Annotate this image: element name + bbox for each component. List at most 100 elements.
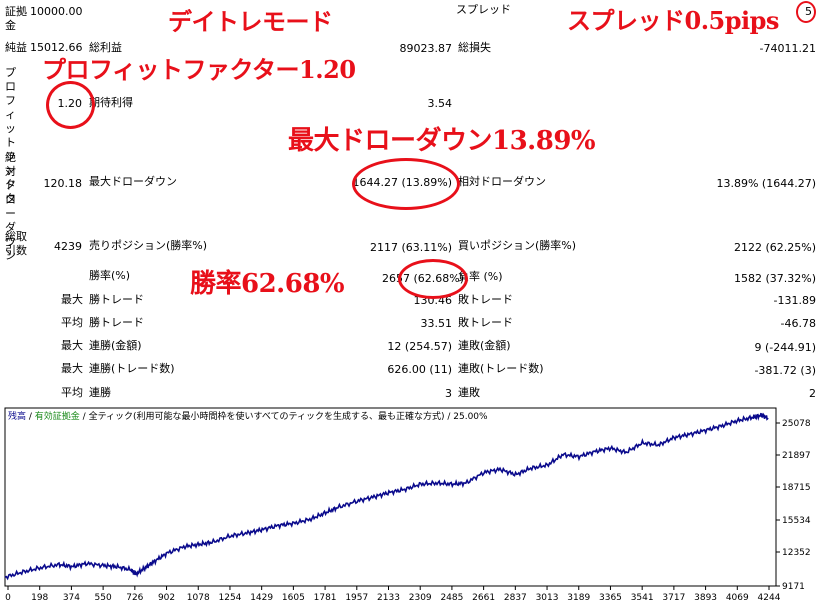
total-trades-label: 総取引数 [5, 230, 27, 257]
stat-row-win-label: 連勝 [89, 386, 111, 399]
x-tick-label: 902 [158, 593, 175, 603]
gross-loss-value: -74011.21 [759, 42, 816, 55]
stat-row-loss-label: 連敗(トレード数) [458, 362, 544, 375]
stat-row-loss-label: 連敗 [458, 386, 480, 399]
x-tick-label: 3541 [631, 593, 654, 603]
spread-label: スプレッド [456, 3, 511, 16]
highlight-circle-profit-factor [46, 81, 95, 129]
long-positions-label: 買いポジション(勝率%) [458, 239, 577, 252]
x-tick-label: 726 [126, 593, 143, 603]
stat-row-win-value: 33.51 [420, 317, 453, 330]
x-tick-label: 2309 [409, 593, 432, 603]
stat-row-loss-label: 連敗(金額) [458, 339, 511, 352]
stat-row-loss-label: 敗トレード [458, 316, 513, 329]
x-tick-label: 1254 [219, 593, 242, 603]
highlight-circle-max-drawdown [352, 158, 460, 210]
stat-row-loss-value: 9 (-244.91) [754, 341, 816, 354]
expected-payoff-value: 3.54 [427, 97, 453, 110]
stat-row-loss-value: 2 [809, 387, 816, 400]
x-tick-label: 3189 [567, 593, 590, 603]
x-tick-label: 2485 [440, 593, 463, 603]
x-tick-label: 3893 [694, 593, 717, 603]
gross-loss-label: 総損失 [458, 41, 491, 54]
chart-header: 残高 / 有効証拠金 / 全ティック(利用可能な最小時間枠を使いすべてのティック… [8, 411, 488, 423]
balance-series-line [4, 412, 769, 581]
stat-row-win-label: 連勝(金額) [89, 339, 142, 352]
long-positions-value: 2122 (62.25%) [733, 241, 816, 254]
highlight-circle-win-rate [398, 259, 468, 299]
chart-header-sep: / [26, 412, 35, 422]
x-tick-label: 1429 [250, 593, 273, 603]
short-positions-value: 2117 (63.11%) [369, 241, 452, 254]
loss-trades-value: 1582 (37.32%) [733, 272, 816, 285]
loss-trades-label: 負率 (%) [458, 270, 503, 283]
rel-drawdown-label: 相対ドローダウン [458, 175, 546, 188]
annotation-spread: スプレッド0.5pips [567, 6, 779, 35]
stat-row-win-label: 勝トレード [89, 293, 144, 306]
stat-row-win-value: 3 [445, 387, 452, 400]
x-tick-label: 2133 [377, 593, 400, 603]
chart-header-rest: 全ティック(利用可能な最小時間枠を使いすべてのティックを生成する、最も正確な方式… [88, 412, 488, 422]
annotation-mode: デイトレモード [168, 7, 333, 36]
stat-row-prefix: 平均 [61, 316, 83, 329]
stat-row-loss-value: -131.89 [773, 294, 816, 307]
net-profit-value: 15012.66 [30, 41, 83, 54]
annotation-max-drawdown: 最大ドローダウン13.89% [288, 126, 596, 156]
profit-factor-label: プロフィットファクタ [5, 66, 16, 205]
y-tick-label: 25078 [782, 419, 811, 429]
abs-drawdown-label: 絶対ドローダウン [5, 151, 16, 262]
x-tick-label: 550 [95, 593, 112, 603]
x-tick-label: 198 [31, 593, 48, 603]
deposit-value: 10000.00 [30, 5, 83, 18]
stat-row-win-value: 626.00 (11) [387, 363, 452, 376]
total-trades-value: 4239 [54, 240, 82, 253]
stat-row-win-label: 勝トレード [89, 316, 144, 329]
annotation-profit-factor: プロフィットファクター1.20 [42, 55, 356, 84]
chart-header-balance: 残高 [8, 412, 27, 422]
x-tick-label: 3717 [662, 593, 685, 603]
stat-row-prefix: 最大 [61, 362, 83, 375]
rel-drawdown-value: 13.89% (1644.27) [716, 177, 816, 190]
stat-row-win-label: 連勝(トレード数) [89, 362, 175, 375]
stat-row-prefix: 平均 [61, 386, 83, 399]
x-tick-label: 0 [5, 593, 11, 603]
chart-header-margin: 有効証拠金 [34, 412, 80, 422]
abs-drawdown-value: 120.18 [43, 177, 83, 190]
x-tick-label: 2661 [472, 593, 495, 603]
y-tick-label: 21897 [782, 451, 811, 461]
y-tick-label: 15534 [782, 516, 811, 526]
chart-header-sep: / [79, 412, 89, 422]
chart-svg: 0 198 374 550 726 902 1078 1254 1429 1605 1781 1957… [4, 407, 811, 603]
y-tick-label: 9171 [782, 582, 805, 592]
stat-row-prefix: 最大 [61, 339, 83, 352]
stat-row-prefix: 最大 [61, 293, 83, 306]
highlight-circle-spread [796, 1, 816, 23]
x-tick-label: 374 [63, 593, 80, 603]
gross-profit-value: 89023.87 [399, 42, 453, 55]
profit-trades-label: 勝率(%) [89, 269, 131, 282]
x-tick-label: 1781 [314, 593, 337, 603]
x-tick-label: 1605 [282, 593, 305, 603]
deposit-label: 証拠金 [5, 5, 27, 32]
annotation-win-rate: 勝率62.68% [190, 269, 345, 299]
net-profit-label: 純益 [5, 41, 27, 54]
gross-profit-label: 総利益 [89, 41, 122, 54]
stat-row-win-value: 12 (254.57) [387, 340, 452, 353]
stat-row-loss-label: 敗トレード [458, 293, 513, 306]
x-tick-label: 4244 [758, 593, 781, 603]
x-tick-label: 1078 [187, 593, 210, 603]
y-tick-label: 12352 [782, 548, 811, 558]
x-tick-label: 3365 [599, 593, 622, 603]
short-positions-label: 売りポジション(勝率%) [89, 239, 208, 252]
max-drawdown-label: 最大ドローダウン [89, 175, 177, 188]
x-tick-label: 2837 [504, 593, 527, 603]
stat-row-loss-value: -381.72 (3) [754, 364, 816, 377]
x-tick-label: 4069 [726, 593, 749, 603]
balance-chart: 0 198 374 550 726 902 1078 1254 1429 1605 1781 1957… [0, 406, 823, 603]
x-tick-label: 3013 [536, 593, 559, 603]
stat-row-loss-value: -46.78 [780, 317, 816, 330]
chart-frame [4, 407, 777, 587]
x-tick-label: 1957 [345, 593, 368, 603]
expected-payoff-label: 期待利得 [89, 96, 133, 109]
y-tick-label: 18715 [782, 483, 811, 493]
